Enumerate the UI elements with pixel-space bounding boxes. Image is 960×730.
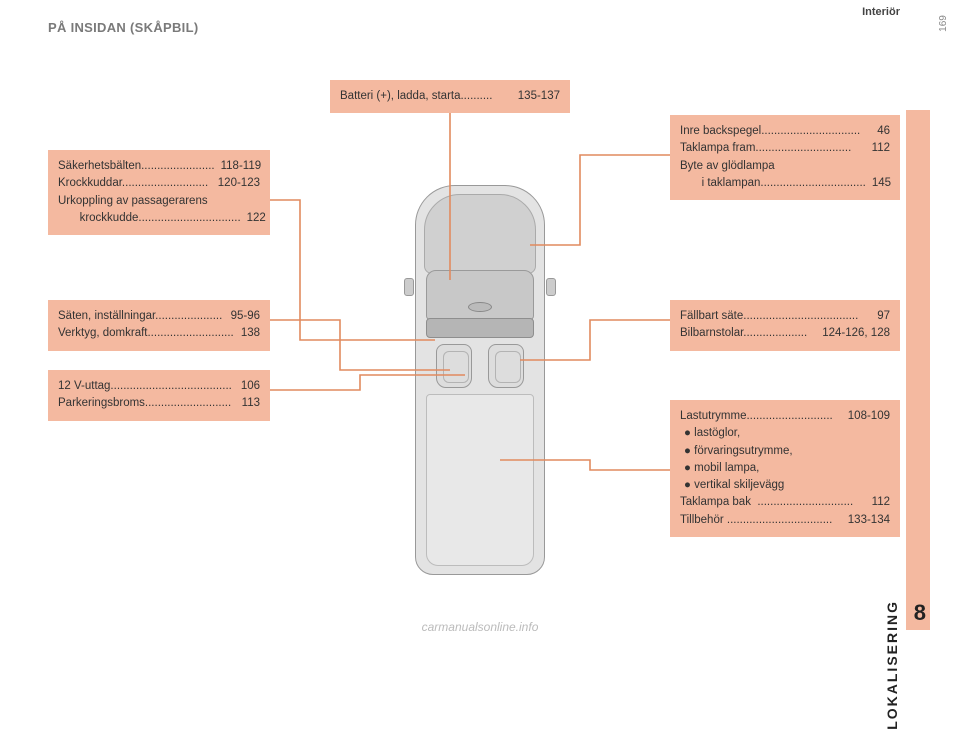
section-header: Interiör xyxy=(862,6,900,18)
manual-page: Interiör PÅ INSIDAN (SKÅPBIL) 169 LOKALI… xyxy=(0,0,960,640)
page-title: PÅ INSIDAN (SKÅPBIL) xyxy=(48,20,198,35)
vehicle-seat-left xyxy=(436,344,472,388)
vehicle-mirror-left xyxy=(404,278,414,296)
vehicle-mirror-right xyxy=(546,278,556,296)
vehicle-seat-right xyxy=(488,344,524,388)
callout-cargo: Lastutrymme...........................10… xyxy=(670,400,900,537)
page-number: 169 xyxy=(938,15,949,32)
vehicle-dash xyxy=(426,318,534,338)
callout-mirror: Inre backspegel.........................… xyxy=(670,115,900,200)
vehicle-windshield xyxy=(426,270,534,320)
callout-12v: 12 V-uttag..............................… xyxy=(48,370,270,421)
footer-watermark: carmanualsonline.info xyxy=(0,620,960,634)
vehicle-diagram xyxy=(400,160,560,590)
sidebar-tab xyxy=(906,110,930,630)
callout-seats: Säten, inställningar....................… xyxy=(48,300,270,351)
callout-safety: Säkerhetsbälten.......................11… xyxy=(48,150,270,235)
vehicle-cargo xyxy=(426,394,534,566)
callout-battery: Batteri (+), ladda, starta..........135-… xyxy=(330,80,570,113)
vehicle-hood xyxy=(424,194,536,274)
vehicle-steering xyxy=(468,302,492,312)
callout-foldseat: Fällbart säte...........................… xyxy=(670,300,900,351)
